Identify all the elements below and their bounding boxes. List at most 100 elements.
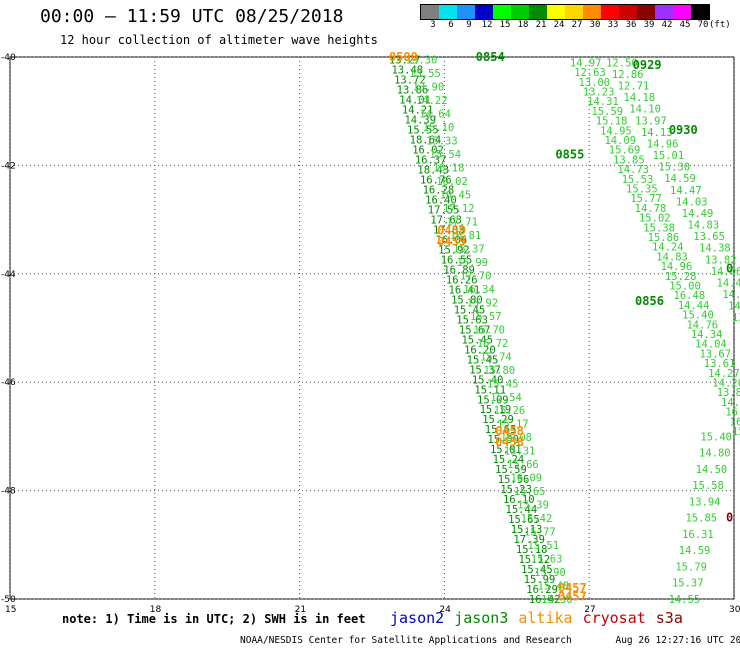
swh-value: 15.45 [487,378,519,390]
swh-value: 15.45 [467,354,499,366]
swh-value: 16.40 [425,195,457,207]
swh-value: 14.26 [712,377,740,389]
swh-value: 14.49 [682,208,714,220]
swh-value: 15.54 [490,392,522,404]
swh-value: 14.16 [721,397,740,409]
swh-value: 15.99 [524,574,556,586]
swh-value: 16.48 [674,290,706,302]
swh-value: 15.24 [493,454,525,466]
lat-tick-label: -48 [1,487,16,497]
swh-value: 14.64 [419,109,451,121]
swh-value: 14.38 [699,243,731,255]
swh-value: 13.90 [413,82,445,94]
swh-value: 17.03 [433,224,465,236]
swh-value: 12.50 [606,57,638,69]
swh-value: 15.30 [658,162,690,174]
swh-value: 16.02 [412,145,444,157]
swh-value: 15.45 [454,304,486,316]
color-swatch [583,5,601,19]
swh-value: 16.28 [423,185,455,197]
color-swatch [511,5,529,19]
swh-value: 15.50 [487,434,519,446]
color-scale-label: 18 [517,20,529,30]
swh-value: 15.00 [669,280,701,292]
swh-value: 14.34 [691,329,723,341]
color-scale-labels: 3 6 9 12 15 18 21 24 27 30 33 36 39 42 45 70 (ft) [420,20,740,32]
swh-value: 15.92 [467,297,499,309]
swh-value: 14.06 [711,266,740,278]
pass-time-label: 0458 [495,424,524,438]
color-scale-label: 45 [679,20,691,30]
pass-time-label: 0458 [495,435,524,449]
swh-value: 14.44 [678,300,710,312]
swh-value: 15.63 [531,554,563,566]
swh-value: 14.59 [664,173,696,185]
swh-value: 15.90 [534,567,566,579]
swh-value: 15.40 [682,310,714,322]
swh-value: 13.94 [689,496,721,508]
swh-value: 17.71 [446,216,478,228]
swh-value: 15.09 [477,394,509,406]
swh-value: 15.11 [474,384,506,396]
swh-value: 15.57 [470,311,502,323]
lat-tick-label: -46 [1,378,16,388]
color-swatch [421,5,439,19]
swh-value: 15.59 [495,464,527,476]
color-swatch [439,5,457,19]
swh-value: 14.38 [728,301,740,313]
swh-value: 15.70 [473,324,505,336]
swh-value: 16.10 [503,494,535,506]
swh-value: 14.21 [402,105,434,117]
swh-value: 13.88 [717,387,740,399]
swh-value: 16.34 [463,284,495,296]
swh-value: 15.37 [672,578,704,590]
legend-s3a: s3a [655,609,683,627]
swh-value: 15.40 [700,431,732,443]
color-swatch [691,5,709,19]
swh-value: 15.85 [685,513,717,525]
swh-value: 14.76 [686,319,718,331]
swh-value: 14.03 [676,196,708,208]
swh-value: 14.96 [661,261,693,273]
color-swatch [637,5,655,19]
swh-value: 15.02 [639,213,671,225]
lon-tick-label: 21 [295,605,306,615]
swh-value: 14.80 [699,448,731,460]
color-swatch [673,5,691,19]
legend-jason2: jason2 [390,609,445,627]
swh-value: 16.76 [420,175,452,187]
swh-value: 15.63 [456,314,488,326]
swh-value: 13.30 [406,55,438,67]
swh-value: 15.80 [483,365,515,377]
swh-value: 15.77 [524,527,556,539]
track-jason3_main: 13.2713.4813.7213.8614.0114.2114.3915.55… [389,55,561,606]
swh-value: 16.18 [433,163,465,175]
swh-value: 14.41 [717,277,740,289]
swh-value: 13.86 [397,85,429,97]
swh-value: 13.55 [409,68,441,80]
color-swatch [547,5,565,19]
color-swatch [493,5,511,19]
color-scale-label: 42 [661,20,673,30]
swh-value: 15.37 [469,364,501,376]
color-scale-label: 12 [481,20,493,30]
color-swatch [475,5,493,19]
swh-value: 15.67 [459,324,491,336]
pass-time-label: 0457 [558,589,587,603]
swh-value: 16.74 [730,416,740,428]
swh-value: 15.48 [538,581,570,593]
swh-value: 16.55 [441,254,473,266]
lon-tick-label: 18 [150,605,162,615]
swh-value: 15.01 [653,150,685,162]
swh-value: 15.29 [482,414,514,426]
swh-value: 15.65 [485,424,517,436]
color-scale-label: 9 [466,20,472,30]
swh-value: 16.42 [529,594,561,606]
swh-value: 14.50 [696,464,728,476]
swh-value: 13.48 [391,65,423,77]
swh-value: 15.40 [472,374,504,386]
map-subtitle: 12 hour collection of altimeter wave hei… [60,33,378,47]
footer: NOAA/NESDIS Center for Satellite Applica… [240,635,740,646]
swh-value: 14.39 [404,115,436,127]
